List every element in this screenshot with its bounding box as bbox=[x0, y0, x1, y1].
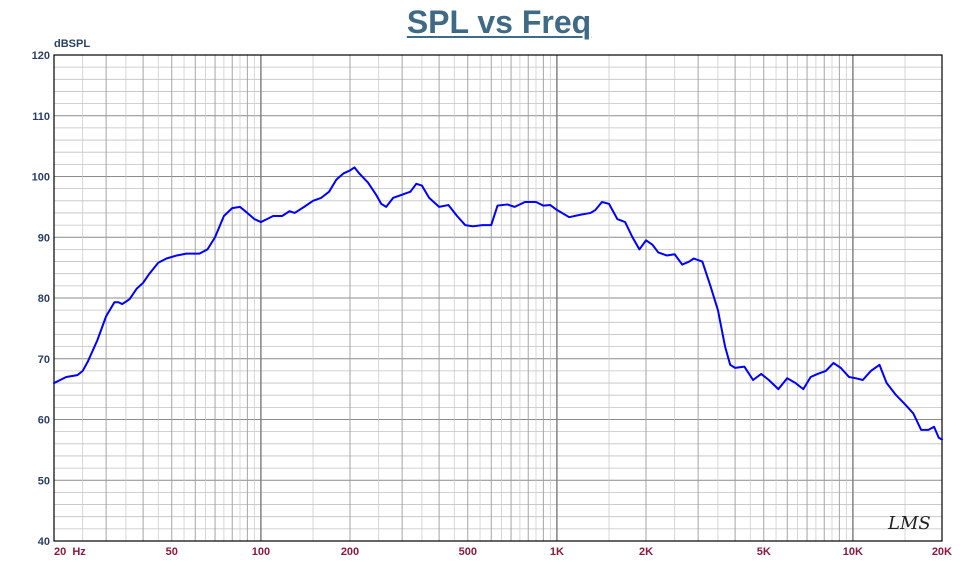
x-tick-label: 200 bbox=[341, 546, 359, 558]
y-tick-label: 120 bbox=[32, 50, 50, 62]
y-tick-label: 90 bbox=[38, 232, 50, 244]
x-tick-label: 20 Hz bbox=[54, 546, 86, 558]
x-tick-label: 5K bbox=[757, 546, 771, 558]
grid-lines bbox=[53, 54, 943, 542]
x-tick-label: 10K bbox=[843, 546, 863, 558]
y-axis-label: dBSPL bbox=[54, 38, 90, 50]
axes: 120 110 100 90 80 70 60 50 40 20 Hz 50 100 200 500 1K 2… bbox=[32, 50, 952, 558]
x-tick-label: 500 bbox=[459, 546, 477, 558]
y-tick-label: 40 bbox=[38, 536, 50, 548]
y-tick-label: 100 bbox=[32, 172, 50, 184]
x-tick-label: 20K bbox=[932, 546, 952, 558]
y-tick-label: 110 bbox=[32, 111, 50, 123]
x-tick-label: 100 bbox=[252, 546, 270, 558]
x-tick-label: 2K bbox=[639, 546, 653, 558]
y-tick-label: 50 bbox=[38, 475, 50, 487]
lms-logo: LMS bbox=[887, 513, 931, 534]
spl-curve-0 bbox=[53, 166, 943, 441]
y-tick-label: 80 bbox=[38, 293, 50, 305]
y-tick-label: 60 bbox=[38, 415, 50, 427]
plot-frame bbox=[53, 54, 943, 542]
y-tick-label: 70 bbox=[38, 354, 50, 366]
x-tick-label: 50 bbox=[166, 546, 178, 558]
data-series bbox=[53, 166, 943, 441]
chart-title: SPL vs Freq bbox=[406, 4, 592, 40]
x-tick-label: 1K bbox=[550, 546, 564, 558]
